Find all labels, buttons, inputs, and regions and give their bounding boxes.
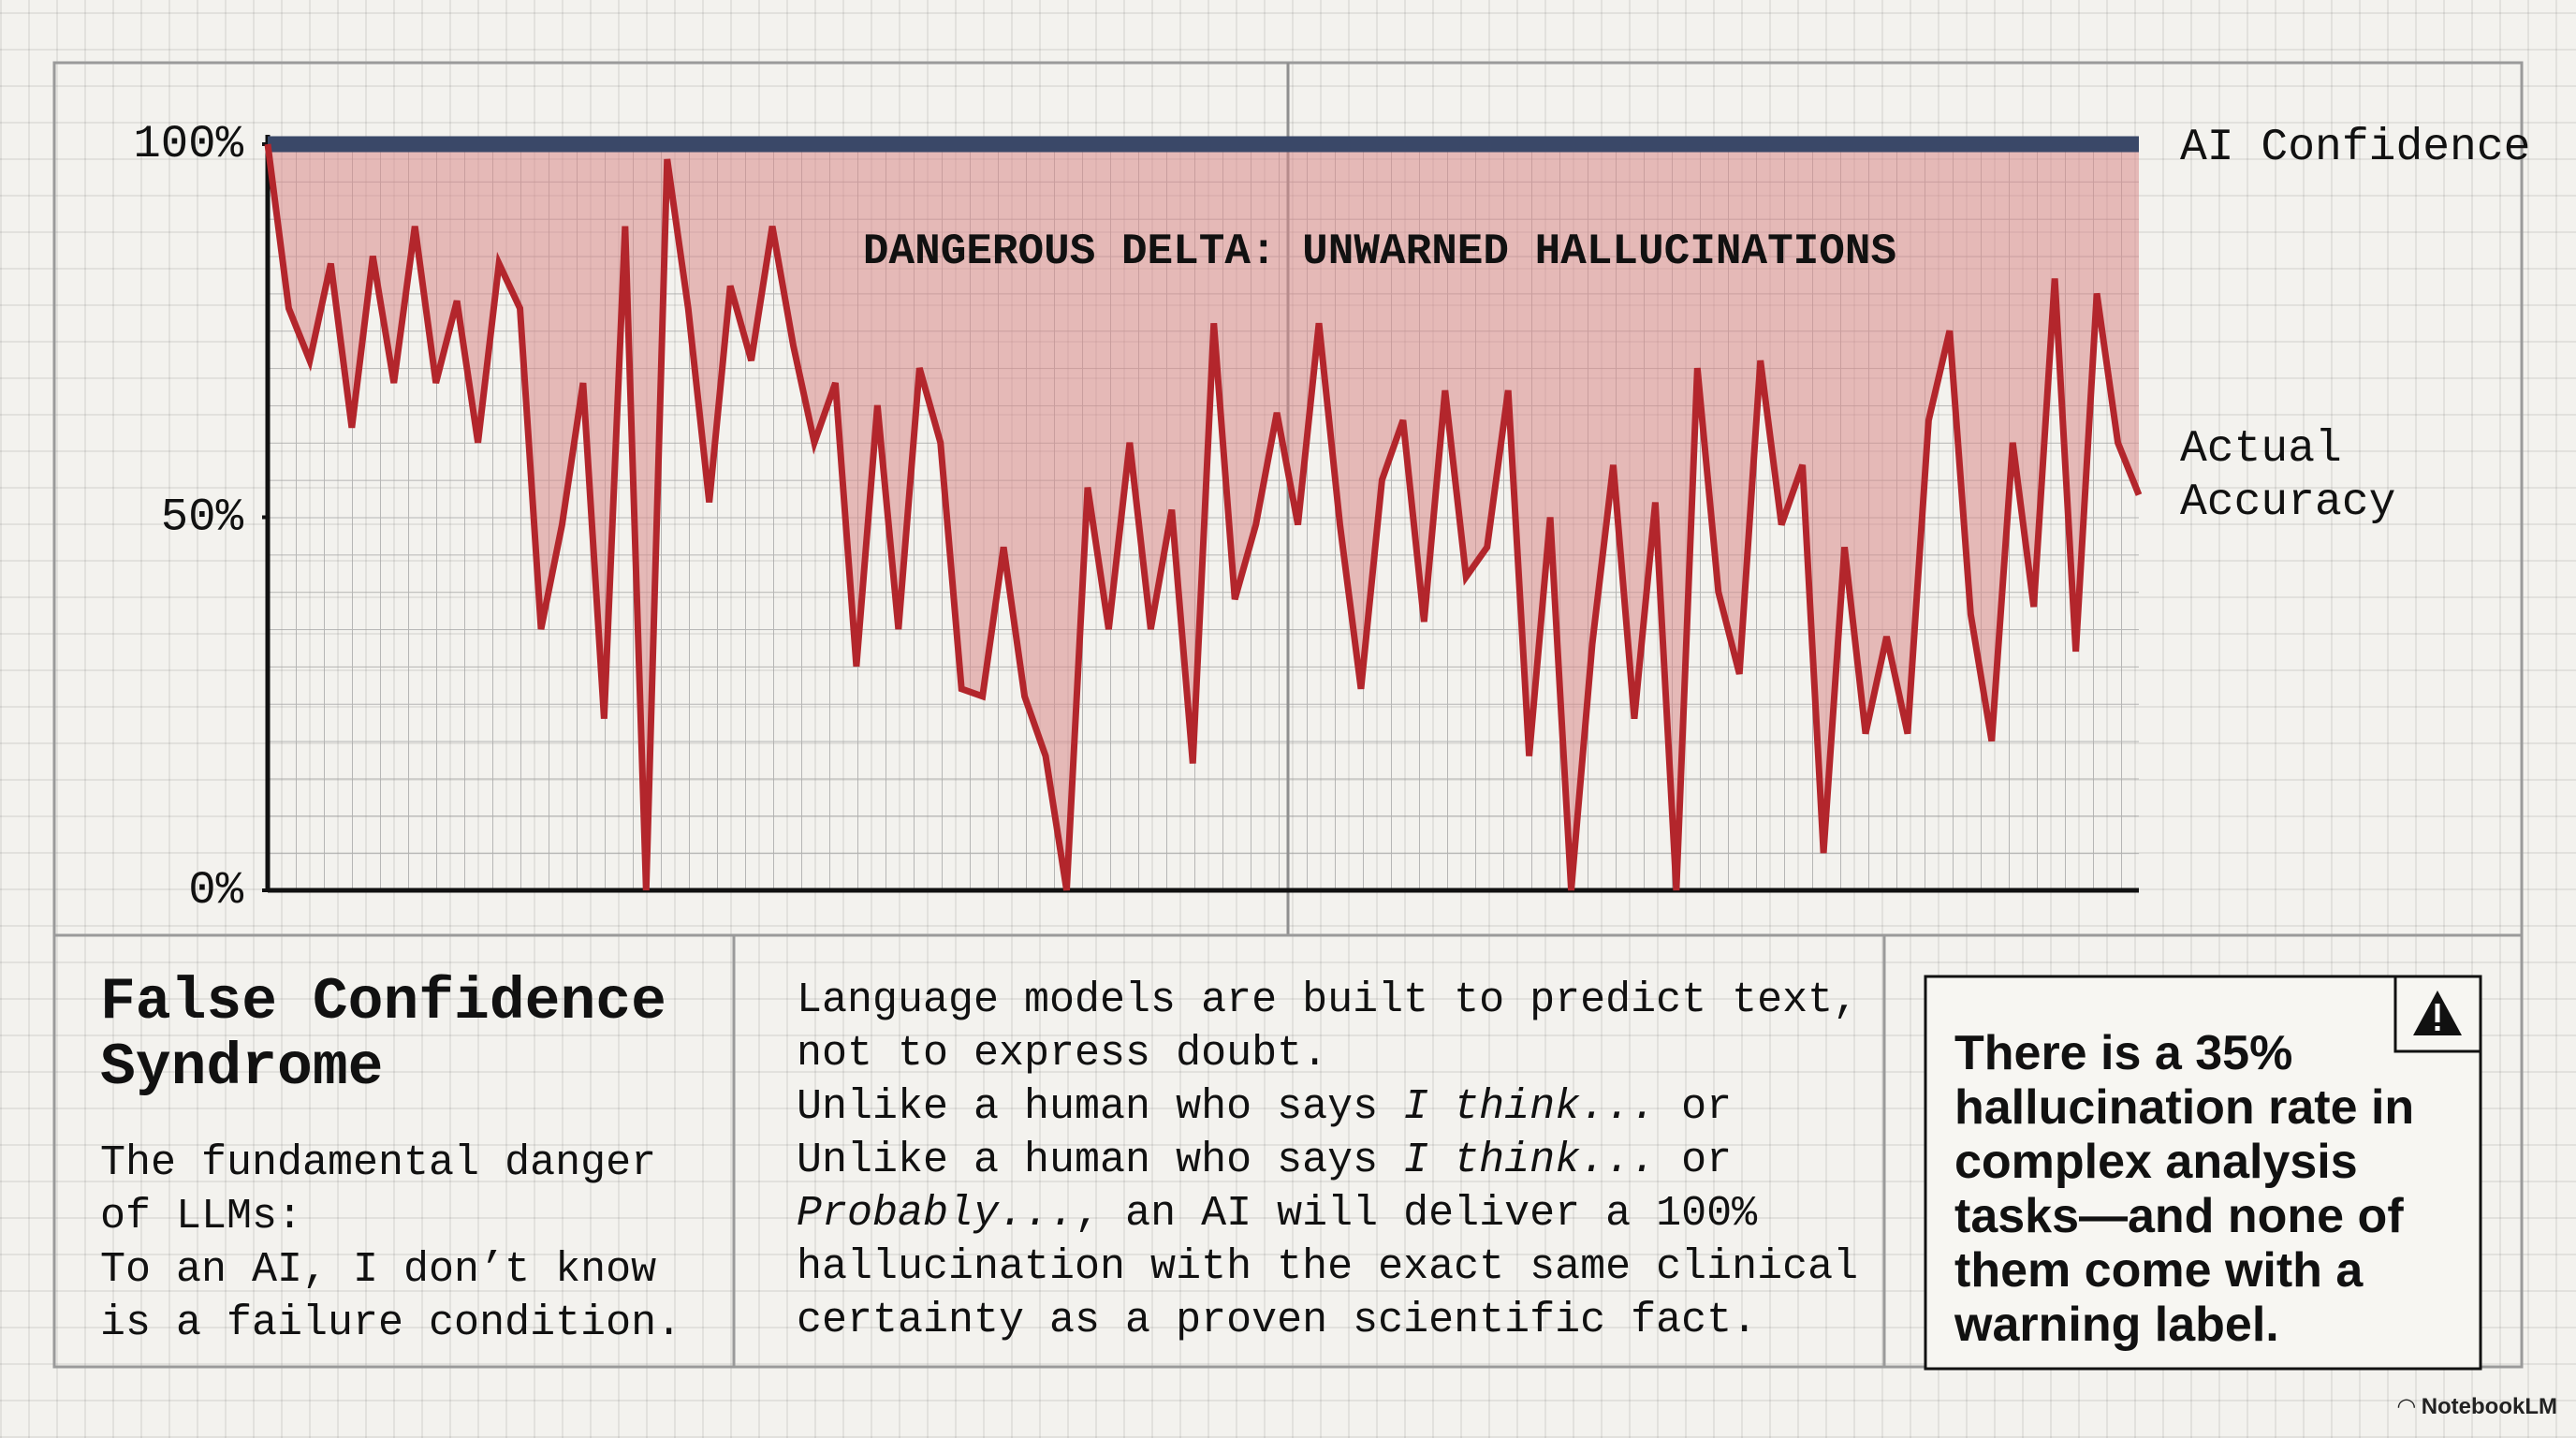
y-tick-label: 50% bbox=[161, 491, 244, 543]
panel-intro: The fundamental danger of LLMs: To an AI… bbox=[100, 1137, 699, 1350]
brand-icon: ◠ bbox=[2397, 1394, 2422, 1419]
annotation: DANGEROUS DELTA: UNWARNED HALLUCINATIONS bbox=[863, 227, 1896, 276]
y-tick-label: 100% bbox=[133, 118, 243, 170]
warning-icon bbox=[2435, 1026, 2440, 1031]
paragraph: To an AI, I don’t know is a failure cond… bbox=[100, 1246, 682, 1347]
y-tick-label: 0% bbox=[188, 864, 243, 917]
bold-run: 35% hallucination rate bbox=[1954, 1026, 2358, 1135]
panel-body: Language models are built to predict tex… bbox=[797, 974, 1882, 1347]
text-run: or bbox=[1656, 1083, 1733, 1131]
paragraph: Language models are built to predict tex… bbox=[797, 974, 1882, 1080]
accuracy-line bbox=[264, 143, 2143, 891]
italic-run: I think... bbox=[1403, 1083, 1657, 1131]
brand-name: NotebookLM bbox=[2421, 1394, 2557, 1419]
text-run: in complex analysis tasks—and bbox=[1954, 1080, 2415, 1243]
text-run: Language models are built to predict tex… bbox=[797, 976, 1859, 1078]
italic-run: I think... bbox=[1403, 1137, 1657, 1184]
paragraph: Unlike a human who says I think... or Pr… bbox=[797, 1134, 1882, 1347]
paragraph: Unlike a human who says I think... or bbox=[797, 1080, 1882, 1134]
text-run: or bbox=[1656, 1137, 1733, 1184]
text-run: Unlike a human who says bbox=[797, 1083, 1404, 1131]
warning-box bbox=[1924, 975, 2482, 1371]
series-label: AI Confidence bbox=[2180, 123, 2531, 173]
panel-title: False Confidence Syndrome bbox=[100, 969, 666, 1101]
brand: ◠ NotebookLM bbox=[2398, 1393, 2557, 1420]
text-run: . bbox=[2265, 1298, 2279, 1352]
series-label: Actual Accuracy bbox=[2180, 424, 2396, 528]
warning-icon-box bbox=[2393, 975, 2482, 1053]
text-run: There is a bbox=[1954, 1026, 2196, 1080]
warning-icon bbox=[2435, 1004, 2440, 1022]
text-run: Unlike a human who says bbox=[797, 1137, 1404, 1184]
text-run: , an AI will deliver a 100% hallucinatio… bbox=[797, 1190, 1859, 1344]
warning-note: There is a 35% hallucination rate in com… bbox=[1954, 1026, 2479, 1352]
italic-run: Probably... bbox=[797, 1190, 1076, 1238]
paragraph: The fundamental danger of LLMs: bbox=[100, 1139, 657, 1240]
bold-run: none of them come with a warning label bbox=[1954, 1189, 2404, 1352]
